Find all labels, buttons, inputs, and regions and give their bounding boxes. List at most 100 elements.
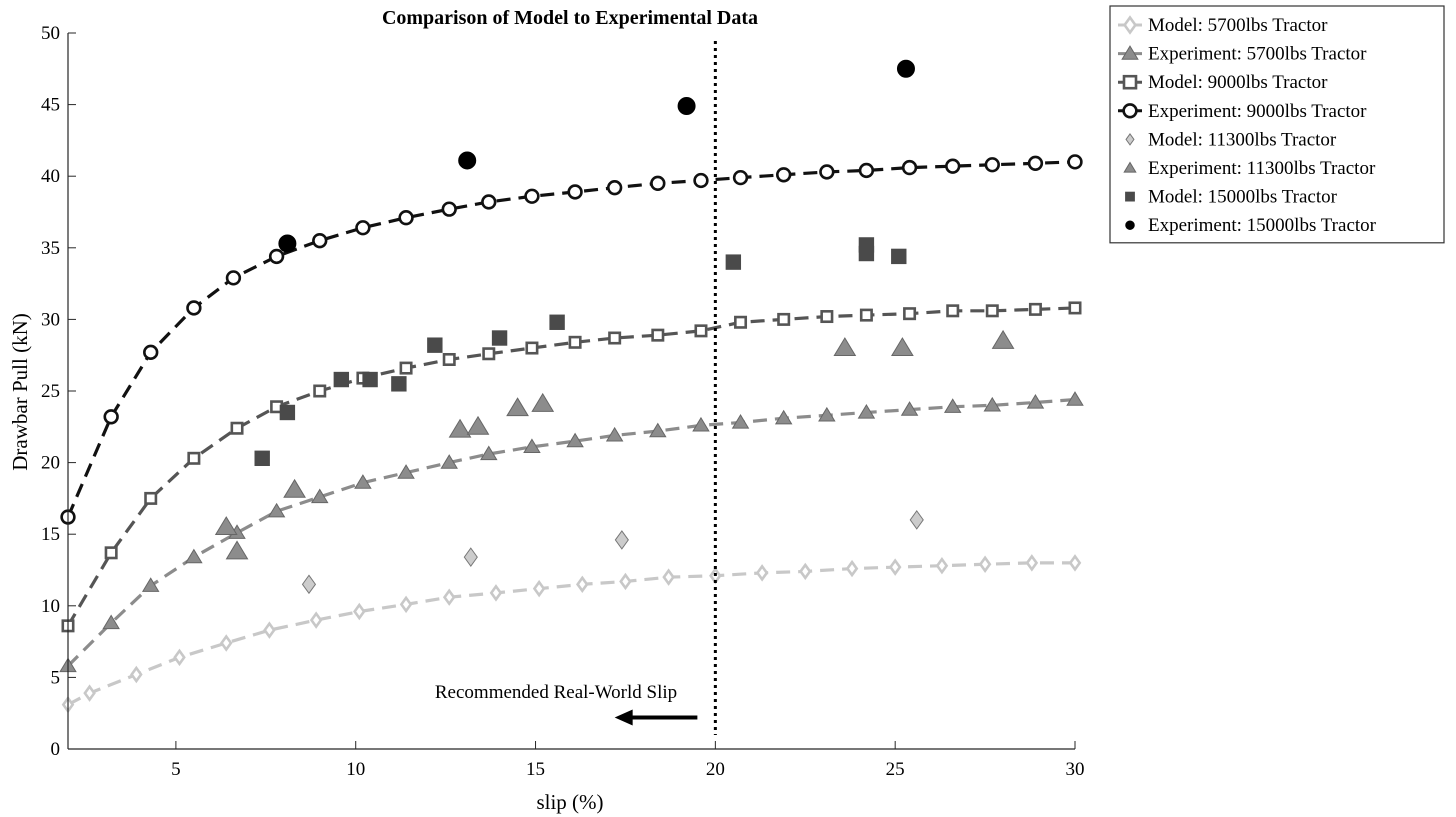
data-point (945, 158, 961, 174)
x-tick-label: 15 (526, 759, 545, 780)
legend-item: Experiment: 9000lbs Tractor (1118, 101, 1367, 122)
legend-label: Model: 9000lbs Tractor (1148, 72, 1328, 93)
data-point (774, 409, 793, 425)
series-3 (61, 301, 1082, 633)
data-point (506, 397, 529, 417)
x-tick-label: 5 (171, 759, 181, 780)
data-point (549, 314, 565, 330)
series-6 (214, 329, 1015, 560)
data-point (278, 234, 297, 253)
data-point (731, 414, 750, 429)
data-point (650, 175, 666, 192)
y-tick-label: 40 (41, 166, 60, 187)
legend-label: Model: 11300lbs Tractor (1148, 129, 1337, 150)
data-point (693, 172, 709, 189)
data-point (978, 555, 992, 573)
data-point (900, 401, 919, 416)
data-point (254, 450, 270, 467)
x-tick-label: 30 (1066, 759, 1085, 780)
data-point (1067, 154, 1083, 170)
data-point (130, 665, 143, 684)
data-point (859, 308, 873, 322)
data-point (1027, 155, 1044, 171)
data-point (523, 438, 541, 453)
data-point (458, 151, 477, 170)
legend-label: Experiment: 9000lbs Tractor (1148, 101, 1367, 122)
y-tick-label: 25 (41, 381, 60, 402)
data-point (991, 329, 1015, 349)
legend-marker (1121, 45, 1139, 60)
data-point (985, 304, 999, 318)
data-point (1026, 393, 1045, 409)
data-point (732, 169, 749, 186)
data-point (568, 335, 582, 349)
data-point (567, 184, 583, 200)
data-point (692, 416, 710, 432)
data-point (391, 376, 407, 392)
data-point (776, 167, 792, 183)
y-tick-label: 20 (41, 453, 60, 474)
data-point (524, 188, 540, 204)
data-point (186, 300, 202, 316)
x-tick-label: 25 (886, 759, 905, 780)
legend-item: Model: 5700lbs Tractor (1118, 15, 1328, 36)
series-2 (59, 391, 1084, 673)
data-point (606, 179, 623, 196)
data-point (301, 574, 317, 595)
data-point (230, 421, 244, 435)
legend-item: Model: 15000lbs Tractor (1125, 187, 1338, 208)
data-point (857, 404, 876, 419)
legend-marker (1125, 220, 1135, 230)
data-point (896, 59, 915, 78)
y-tick-label: 5 (51, 667, 61, 688)
data-point (398, 210, 414, 226)
axes: 0 5 10 15 20 25 30 35 40 45 50 5 10 15 20 25 30 (41, 23, 1085, 780)
data-point (903, 307, 917, 321)
y-tick-label: 50 (41, 23, 60, 44)
legend-marker (1122, 103, 1138, 119)
data-point (441, 201, 457, 217)
data-point (362, 371, 378, 388)
legend-label: Experiment: 5700lbs Tractor (1148, 44, 1367, 65)
data-point (263, 621, 276, 639)
data-point (614, 530, 629, 550)
data-point (355, 220, 371, 236)
y-tick-label: 0 (51, 739, 61, 760)
legend-marker (1122, 74, 1138, 90)
data-point (214, 516, 238, 536)
data-point (268, 248, 285, 265)
data-point (819, 164, 835, 180)
data-point (310, 488, 329, 504)
data-point (353, 602, 366, 621)
data-point (891, 248, 907, 265)
series-line (66, 306, 1076, 627)
data-point (463, 547, 478, 567)
x-tick-label: 20 (706, 759, 725, 780)
y-tick-label: 10 (41, 596, 60, 617)
data-point (354, 474, 372, 489)
y-tick-label: 30 (41, 309, 60, 330)
y-tick-label: 15 (41, 524, 60, 545)
legend-label: Model: 15000lbs Tractor (1148, 187, 1338, 208)
data-point (279, 404, 296, 421)
data-point (677, 97, 696, 116)
data-point (448, 418, 472, 438)
data-point (312, 232, 328, 249)
data-point (818, 406, 836, 422)
data-point (983, 396, 1002, 412)
data-point (649, 422, 667, 438)
data-point (187, 451, 201, 465)
data-point (440, 454, 458, 469)
legend-item: Model: 9000lbs Tractor (1118, 72, 1328, 93)
legend-item: Model: 11300lbs Tractor (1125, 129, 1337, 150)
data-point (225, 270, 242, 286)
data-point (399, 595, 413, 614)
legend-item: Experiment: 11300lbs Tractor (1123, 158, 1376, 179)
data-point (935, 556, 949, 575)
data-point (103, 409, 119, 425)
legend-marker (1125, 133, 1135, 146)
data-point (219, 634, 233, 652)
data-point (489, 584, 503, 602)
data-point (890, 337, 914, 357)
legend-box (1109, 5, 1445, 244)
